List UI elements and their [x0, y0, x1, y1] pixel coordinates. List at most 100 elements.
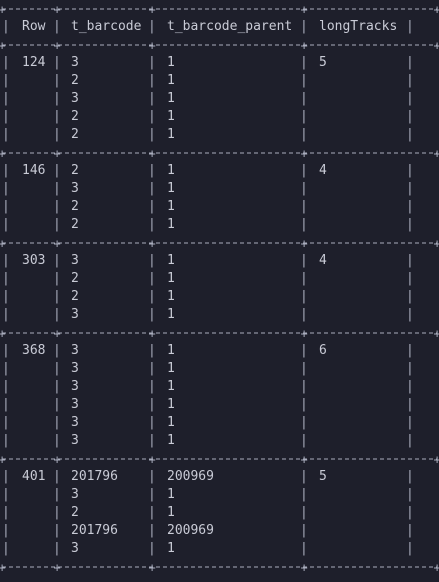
column-separator: |: [406, 414, 414, 432]
column-separator: |: [53, 126, 61, 144]
svg-text:+: +: [54, 327, 61, 341]
column-separator: |: [406, 468, 414, 486]
column-separator: |: [148, 198, 156, 216]
svg-text:+: +: [149, 39, 156, 53]
long-tracks-value: 4: [319, 252, 327, 270]
column-separator: |: [148, 126, 156, 144]
t-barcode-parent-value: 1: [167, 90, 175, 108]
column-separator: |: [53, 306, 61, 324]
t-barcode-value: 201796: [71, 468, 118, 486]
t-barcode-parent-value: 1: [167, 198, 175, 216]
column-separator: |: [148, 216, 156, 234]
column-separator: |: [406, 198, 414, 216]
column-separator: |: [148, 414, 156, 432]
row-number: 303: [22, 252, 45, 270]
column-separator: |: [2, 180, 10, 198]
table-border: +++++: [0, 234, 439, 252]
column-separator: |: [406, 180, 414, 198]
column-separator: |: [53, 18, 61, 36]
column-separator: |: [53, 486, 61, 504]
column-separator: |: [300, 486, 308, 504]
table-border: +++++: [0, 36, 439, 54]
column-separator: |: [148, 342, 156, 360]
column-separator: |: [300, 432, 308, 450]
column-separator: |: [148, 270, 156, 288]
column-separator: |: [148, 360, 156, 378]
column-separator: |: [53, 522, 61, 540]
svg-text:+: +: [149, 453, 156, 467]
column-separator: |: [300, 306, 308, 324]
column-separator: |: [406, 522, 414, 540]
column-separator: |: [53, 540, 61, 558]
svg-text:+: +: [301, 561, 308, 575]
svg-text:+: +: [149, 237, 156, 251]
column-separator: |: [300, 342, 308, 360]
column-separator: |: [300, 216, 308, 234]
row-number: 124: [22, 54, 45, 72]
column-separator: |: [300, 360, 308, 378]
column-separator: |: [53, 54, 61, 72]
t-barcode-parent-value: 1: [167, 180, 175, 198]
svg-text:+: +: [0, 147, 6, 161]
column-separator: |: [300, 198, 308, 216]
column-separator: |: [53, 90, 61, 108]
column-separator: |: [2, 486, 10, 504]
table-border: +++++: [0, 558, 439, 576]
svg-text:+: +: [434, 561, 439, 575]
table-border: +++++: [0, 144, 439, 162]
t-barcode-parent-value: 1: [167, 270, 175, 288]
column-separator: |: [406, 126, 414, 144]
column-separator: |: [2, 252, 10, 270]
t-barcode-parent-value: 1: [167, 360, 175, 378]
column-separator: |: [53, 252, 61, 270]
column-separator: |: [53, 378, 61, 396]
column-separator: |: [406, 396, 414, 414]
column-separator: |: [300, 504, 308, 522]
column-separator: |: [2, 522, 10, 540]
column-separator: |: [2, 378, 10, 396]
column-separator: |: [148, 468, 156, 486]
column-separator: |: [2, 198, 10, 216]
t-barcode-parent-value: 1: [167, 306, 175, 324]
column-separator: |: [406, 18, 414, 36]
column-separator: |: [300, 54, 308, 72]
column-separator: |: [2, 504, 10, 522]
column-separator: |: [53, 162, 61, 180]
column-separator: |: [148, 54, 156, 72]
column-separator: |: [300, 378, 308, 396]
svg-text:+: +: [0, 453, 6, 467]
t-barcode-value: 3: [71, 378, 79, 396]
t-barcode-value: 2: [71, 108, 79, 126]
column-separator: |: [53, 396, 61, 414]
column-separator: |: [300, 162, 308, 180]
t-barcode-parent-value: 1: [167, 126, 175, 144]
t-barcode-parent-value: 1: [167, 414, 175, 432]
svg-text:+: +: [54, 237, 61, 251]
svg-text:+: +: [0, 561, 6, 575]
column-separator: |: [406, 288, 414, 306]
column-separator: |: [53, 414, 61, 432]
t-barcode-parent-value: 1: [167, 162, 175, 180]
svg-text:+: +: [0, 237, 6, 251]
column-separator: |: [148, 378, 156, 396]
column-separator: |: [148, 396, 156, 414]
column-separator: |: [148, 432, 156, 450]
column-separator: |: [2, 396, 10, 414]
table-border: +++++: [0, 450, 439, 468]
column-separator: |: [406, 90, 414, 108]
column-separator: |: [53, 360, 61, 378]
column-separator: |: [300, 468, 308, 486]
column-separator: |: [406, 342, 414, 360]
column-separator: |: [53, 342, 61, 360]
t-barcode-value: 3: [71, 306, 79, 324]
column-separator: |: [2, 162, 10, 180]
column-separator: |: [300, 108, 308, 126]
column-separator: |: [300, 270, 308, 288]
column-separator: |: [148, 18, 156, 36]
column-separator: |: [53, 504, 61, 522]
column-separator: |: [53, 72, 61, 90]
t-barcode-value: 2: [71, 72, 79, 90]
t-barcode-parent-value: 1: [167, 432, 175, 450]
column-separator: |: [53, 108, 61, 126]
svg-text:+: +: [0, 3, 6, 17]
